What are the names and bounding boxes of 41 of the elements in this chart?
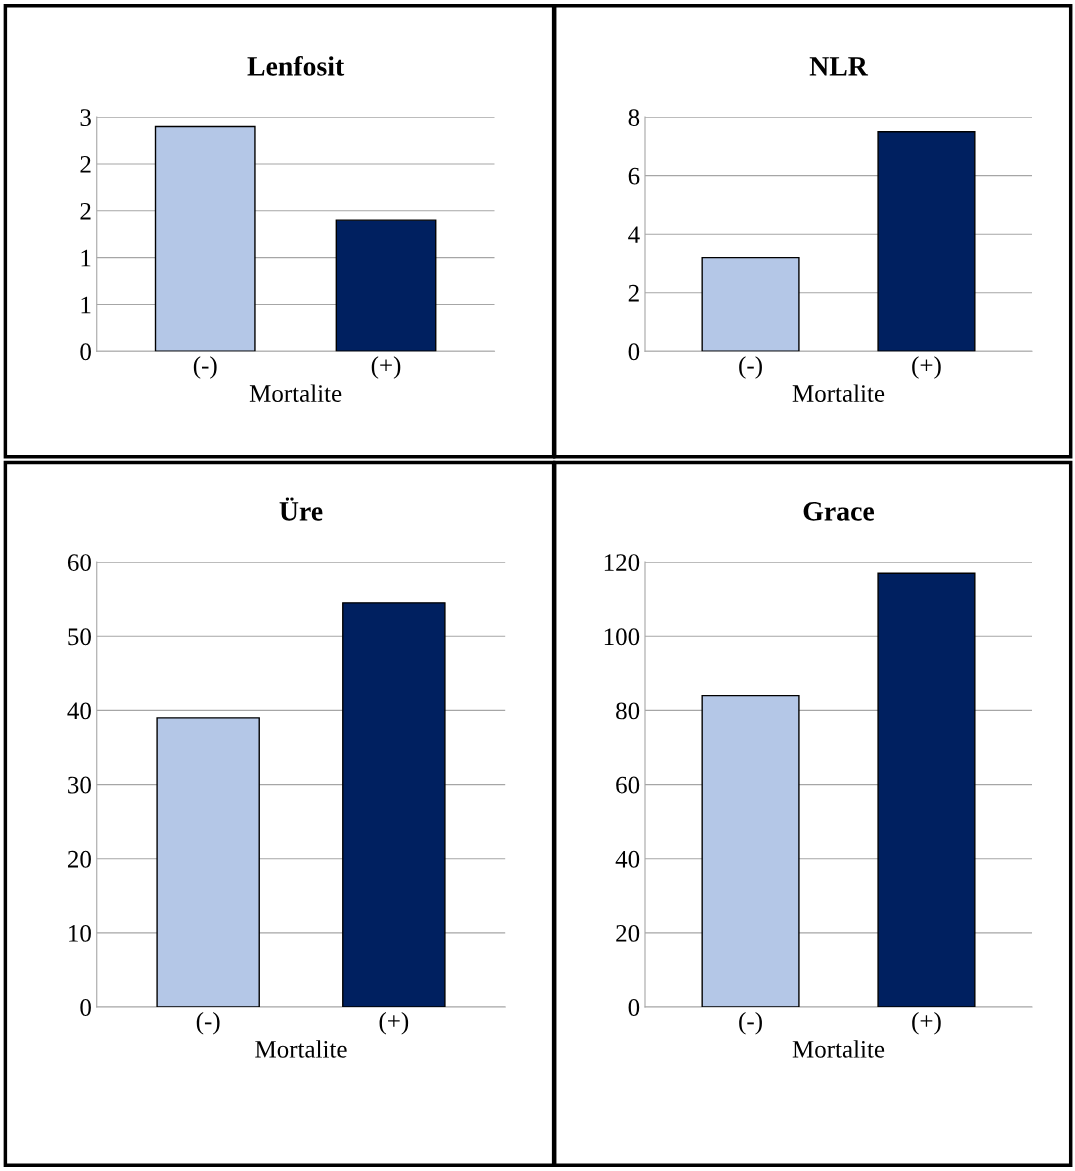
y-tick-label: 2 — [628, 284, 639, 302]
y-tick-label: 80 — [616, 702, 640, 720]
x-tick-label: (-) — [196, 1011, 220, 1035]
y-tick-label: 10 — [69, 924, 91, 942]
y-tick-label: 100 — [604, 628, 640, 646]
y-tick-label: 2 — [80, 202, 91, 220]
x-axis-title: Mortalite — [792, 384, 885, 402]
y-tick-label: 50 — [68, 628, 91, 646]
chart-title: NLR — [809, 57, 869, 76]
y-tick-label: 4 — [628, 226, 640, 243]
y-tick-label: 1 — [81, 249, 91, 267]
y-tick-label: 8 — [628, 109, 640, 127]
y-tick-label: 40 — [67, 702, 91, 720]
y-tick-label: 60 — [616, 776, 640, 794]
x-tick-label: (-) — [739, 1011, 762, 1035]
x-axis-title: Mortalite — [792, 1040, 885, 1058]
y-tick-label: 6 — [628, 167, 640, 185]
x-tick-label: (+) — [912, 1011, 941, 1035]
y-tick-label: 30 — [68, 776, 91, 794]
y-tick-label: 0 — [628, 343, 640, 361]
y-tick-label: 20 — [67, 850, 91, 868]
y-tick-label: 1 — [81, 296, 91, 314]
y-tick-label: 0 — [628, 999, 640, 1016]
y-tick-label: 3 — [80, 109, 91, 127]
x-axis-title: Mortalite — [255, 1040, 347, 1058]
chart-title: Lenfosit — [247, 55, 345, 76]
y-tick-label: 20 — [616, 924, 640, 942]
y-tick-label: 0 — [80, 343, 91, 361]
x-axis-title: Mortalite — [249, 384, 342, 402]
x-tick-label: (+) — [371, 356, 401, 379]
x-tick-label: (+) — [912, 356, 941, 379]
y-tick-label: 40 — [615, 850, 640, 868]
x-tick-label: (-) — [739, 356, 762, 379]
chart-title: Grace — [803, 502, 875, 521]
x-tick-label: (-) — [193, 356, 217, 379]
y-tick-label: 2 — [80, 156, 91, 173]
y-tick-label: 120 — [604, 554, 640, 571]
y-tick-label: 0 — [80, 999, 91, 1016]
y-tick-label: 60 — [67, 554, 91, 571]
x-tick-label: (+) — [379, 1011, 409, 1035]
chart-title: Üre — [279, 497, 323, 521]
